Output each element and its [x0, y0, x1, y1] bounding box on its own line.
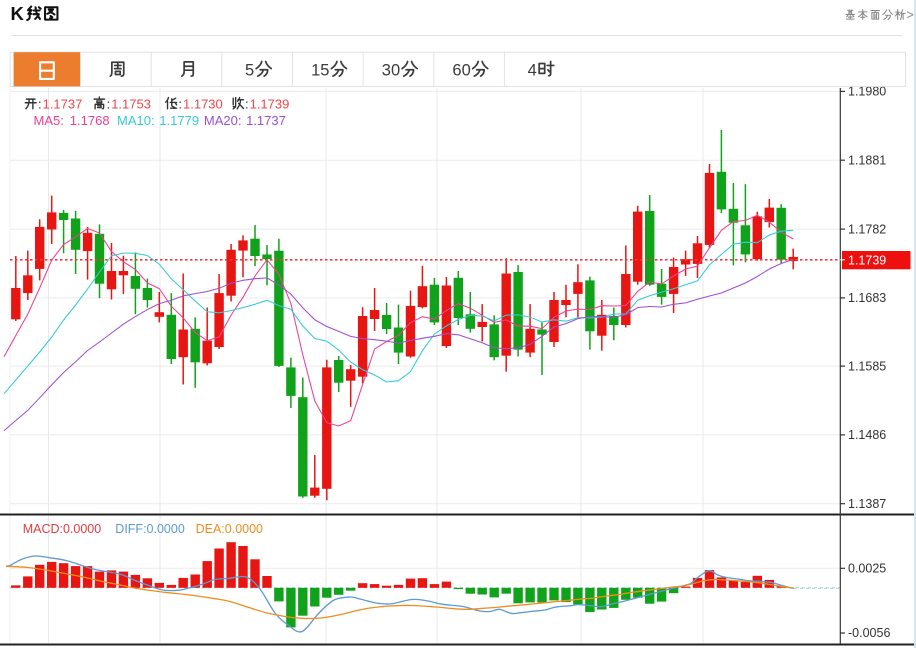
svg-text:0.0025: 0.0025: [848, 562, 886, 576]
svg-text::: :: [245, 96, 249, 111]
svg-text:1.1683: 1.1683: [848, 291, 886, 305]
svg-text:MA5:: MA5:: [34, 113, 64, 128]
svg-text:1.1387: 1.1387: [848, 497, 886, 511]
svg-text:60: 60: [452, 61, 470, 79]
svg-text:1.1779: 1.1779: [159, 113, 199, 128]
svg-text:1.1486: 1.1486: [848, 428, 886, 442]
svg-text::: :: [38, 96, 42, 111]
svg-text:1.1739: 1.1739: [848, 254, 886, 268]
svg-text:4: 4: [528, 61, 537, 79]
svg-text:1.1737: 1.1737: [246, 113, 286, 128]
svg-text:1.1753: 1.1753: [111, 96, 151, 111]
svg-text:>: >: [907, 8, 914, 22]
svg-text:MA10:: MA10:: [117, 113, 155, 128]
svg-text:1.1768: 1.1768: [70, 113, 110, 128]
svg-text:1.1881: 1.1881: [848, 153, 886, 167]
svg-text:-0.0056: -0.0056: [848, 626, 890, 640]
svg-text:1.1980: 1.1980: [848, 85, 886, 99]
svg-text:1.1737: 1.1737: [43, 96, 83, 111]
svg-text::: :: [107, 96, 111, 111]
svg-text::: :: [178, 96, 182, 111]
svg-text:K: K: [11, 3, 25, 24]
svg-text:MA20:: MA20:: [204, 113, 242, 128]
svg-text:1.1585: 1.1585: [848, 359, 886, 373]
svg-text:MACD:0.0000: MACD:0.0000: [23, 522, 102, 536]
svg-text:15: 15: [311, 61, 329, 79]
svg-text:1.1739: 1.1739: [250, 96, 290, 111]
svg-text:DIFF:0.0000: DIFF:0.0000: [115, 522, 185, 536]
svg-text:1.1782: 1.1782: [848, 222, 886, 236]
svg-text:5: 5: [245, 61, 254, 79]
svg-text:DEA:0.0000: DEA:0.0000: [196, 522, 263, 536]
svg-text:1.1730: 1.1730: [183, 96, 223, 111]
svg-text:30: 30: [382, 61, 400, 79]
